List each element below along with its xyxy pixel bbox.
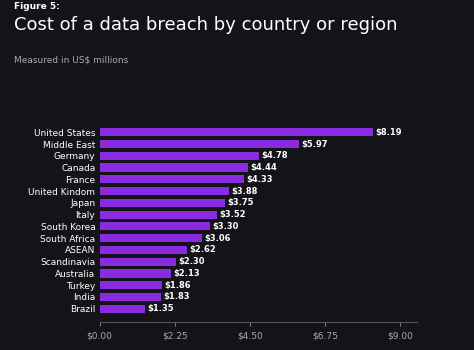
Bar <box>100 128 374 136</box>
Bar <box>100 293 161 301</box>
Bar <box>100 210 217 219</box>
Text: $8.19: $8.19 <box>376 128 402 137</box>
Text: Cost of a data breach by country or region: Cost of a data breach by country or regi… <box>14 16 398 34</box>
Text: Measured in US$ millions: Measured in US$ millions <box>14 56 128 65</box>
Bar <box>100 140 299 148</box>
Bar <box>100 222 210 231</box>
Bar <box>100 187 229 195</box>
Text: $4.33: $4.33 <box>246 175 273 184</box>
Text: $3.88: $3.88 <box>232 187 258 196</box>
Bar <box>100 258 176 266</box>
Text: $3.75: $3.75 <box>227 198 254 207</box>
Bar <box>100 152 259 160</box>
Bar <box>100 199 225 207</box>
Bar <box>100 269 171 278</box>
Text: $5.97: $5.97 <box>301 140 328 149</box>
Bar <box>100 281 162 289</box>
Text: $3.52: $3.52 <box>219 210 246 219</box>
Text: $2.30: $2.30 <box>179 257 205 266</box>
Bar <box>100 175 244 183</box>
Bar <box>100 234 202 242</box>
Text: $3.06: $3.06 <box>204 234 231 243</box>
Text: $4.44: $4.44 <box>250 163 277 172</box>
Text: Figure 5:: Figure 5: <box>14 2 60 11</box>
Bar <box>100 246 187 254</box>
Bar <box>100 304 145 313</box>
Text: $1.83: $1.83 <box>163 292 190 301</box>
Bar <box>100 163 248 172</box>
Text: $2.13: $2.13 <box>173 269 200 278</box>
Text: $3.30: $3.30 <box>212 222 238 231</box>
Text: $4.78: $4.78 <box>262 151 288 160</box>
Text: $1.35: $1.35 <box>147 304 173 313</box>
Text: $1.86: $1.86 <box>164 281 191 290</box>
Text: $2.62: $2.62 <box>190 245 216 254</box>
